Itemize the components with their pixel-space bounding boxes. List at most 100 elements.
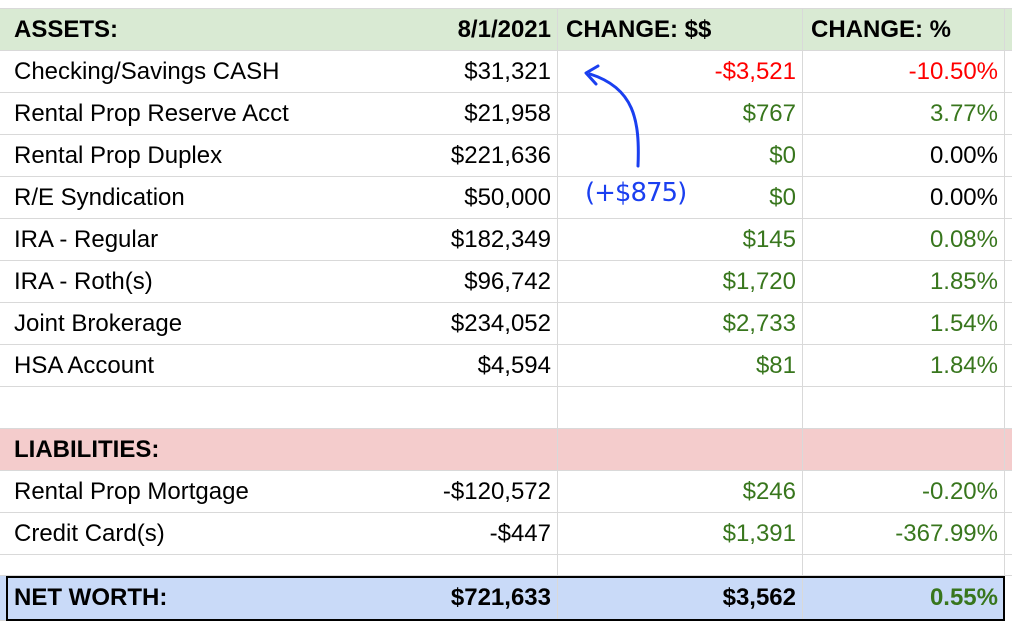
grid-edge: [1005, 93, 1012, 135]
asset-cell[interactable]: R/E Syndication $50,000: [0, 177, 558, 219]
liability-cell[interactable]: Credit Card(s) -$447: [0, 513, 558, 555]
asset-value: $182,349: [450, 225, 551, 253]
grid-edge: [1005, 9, 1012, 51]
liabilities-header-row: LIABILITIES:: [0, 429, 1012, 471]
asset-value: $221,636: [450, 141, 551, 169]
net-worth-value: $721,633: [450, 584, 551, 611]
grid-edge: [1005, 471, 1012, 513]
grid-edge: [1005, 555, 1012, 576]
handwritten-note: (+$875): [585, 178, 687, 208]
liability-pct[interactable]: -367.99%: [803, 513, 1005, 555]
asset-cell[interactable]: Checking/Savings CASH $31,321: [0, 51, 558, 93]
liability-change[interactable]: $246: [558, 471, 803, 513]
grid-edge: [1005, 303, 1012, 345]
table-row: R/E Syndication $50,000 $0 0.00%: [0, 177, 1012, 219]
empty-cell[interactable]: [0, 387, 558, 429]
grid-edge: [1005, 387, 1012, 429]
grid-edge: [1005, 177, 1012, 219]
date-header: 8/1/2021: [457, 15, 551, 43]
asset-pct[interactable]: 0.08%: [803, 219, 1005, 261]
empty-cell[interactable]: [558, 429, 803, 471]
asset-change[interactable]: $81: [558, 345, 803, 387]
asset-value: $31,321: [464, 57, 551, 85]
spacer-row: [0, 555, 1012, 576]
grid-edge: [1005, 219, 1012, 261]
asset-pct[interactable]: -10.50%: [803, 51, 1005, 93]
liability-name: Rental Prop Mortgage: [14, 477, 249, 505]
table-row: Rental Prop Mortgage -$120,572 $246 -0.2…: [0, 471, 1012, 513]
empty-cell[interactable]: [558, 555, 803, 576]
table-row: HSA Account $4,594 $81 1.84%: [0, 345, 1012, 387]
empty-cell[interactable]: [0, 555, 558, 576]
asset-value: $21,958: [464, 99, 551, 127]
grid-edge: [1005, 261, 1012, 303]
asset-name: HSA Account: [14, 351, 155, 379]
asset-pct[interactable]: 3.77%: [803, 93, 1005, 135]
empty-cell[interactable]: [558, 387, 803, 429]
net-worth-change[interactable]: $3,562: [558, 576, 803, 621]
asset-change[interactable]: $0: [558, 135, 803, 177]
asset-name: Rental Prop Duplex: [14, 141, 223, 169]
asset-change[interactable]: $145: [558, 219, 803, 261]
empty-cell[interactable]: [803, 429, 1005, 471]
liability-value: -$120,572: [442, 477, 551, 505]
net-worth-label: NET WORTH:: [14, 584, 168, 611]
liability-cell[interactable]: Rental Prop Mortgage -$120,572: [0, 471, 558, 513]
asset-change[interactable]: $767: [558, 93, 803, 135]
grid-edge: [1005, 51, 1012, 93]
table-row: Rental Prop Reserve Acct $21,958 $767 3.…: [0, 93, 1012, 135]
asset-cell[interactable]: Rental Prop Duplex $221,636: [0, 135, 558, 177]
net-worth-pct[interactable]: 0.55%: [803, 576, 1005, 621]
asset-name: R/E Syndication: [14, 183, 185, 211]
empty-row: [0, 387, 1012, 429]
grid-edge: [1005, 345, 1012, 387]
liabilities-header-cell[interactable]: LIABILITIES:: [0, 429, 558, 471]
empty-cell[interactable]: [803, 555, 1005, 576]
asset-name: IRA - Roth(s): [14, 267, 153, 295]
asset-change[interactable]: $0: [558, 177, 803, 219]
asset-cell[interactable]: IRA - Regular $182,349: [0, 219, 558, 261]
grid-edge: [1005, 135, 1012, 177]
asset-name: Rental Prop Reserve Acct: [14, 99, 289, 127]
liability-change[interactable]: $1,391: [558, 513, 803, 555]
asset-change[interactable]: $2,733: [558, 303, 803, 345]
grid-edge: [1005, 513, 1012, 555]
asset-name: Joint Brokerage: [14, 309, 183, 337]
asset-pct[interactable]: 0.00%: [803, 177, 1005, 219]
asset-cell[interactable]: IRA - Roth(s) $96,742: [0, 261, 558, 303]
asset-value: $96,742: [464, 267, 551, 295]
empty-cell[interactable]: [803, 387, 1005, 429]
asset-change[interactable]: -$3,521: [558, 51, 803, 93]
asset-cell[interactable]: HSA Account $4,594: [0, 345, 558, 387]
asset-name: IRA - Regular: [14, 225, 159, 253]
asset-cell[interactable]: Rental Prop Reserve Acct $21,958: [0, 93, 558, 135]
table-row: Rental Prop Duplex $221,636 $0 0.00%: [0, 135, 1012, 177]
table-row: Checking/Savings CASH $31,321 -$3,521 -1…: [0, 51, 1012, 93]
grid-edge: [1005, 429, 1012, 471]
asset-value: $4,594: [477, 351, 551, 379]
assets-header-label: ASSETS:: [14, 15, 119, 43]
table-row: IRA - Regular $182,349 $145 0.08%: [0, 219, 1012, 261]
table-row: IRA - Roth(s) $96,742 $1,720 1.85%: [0, 261, 1012, 303]
asset-value: $234,052: [450, 309, 551, 337]
grid-top-line: [0, 8, 1012, 9]
assets-header-row: ASSETS: 8/1/2021 CHANGE: $$ CHANGE: %: [0, 9, 1012, 51]
liability-pct[interactable]: -0.20%: [803, 471, 1005, 513]
asset-cell[interactable]: Joint Brokerage $234,052: [0, 303, 558, 345]
change-pct-header[interactable]: CHANGE: %: [803, 9, 1005, 51]
asset-pct[interactable]: 0.00%: [803, 135, 1005, 177]
asset-pct[interactable]: 1.54%: [803, 303, 1005, 345]
table-row: Credit Card(s) -$447 $1,391 -367.99%: [0, 513, 1012, 555]
liability-value: -$447: [489, 519, 551, 547]
asset-pct[interactable]: 1.85%: [803, 261, 1005, 303]
assets-header-cell[interactable]: ASSETS: 8/1/2021: [0, 9, 558, 51]
asset-pct[interactable]: 1.84%: [803, 345, 1005, 387]
net-worth-cell[interactable]: NET WORTH: $721,633: [0, 576, 558, 621]
change-dollar-header[interactable]: CHANGE: $$: [558, 9, 803, 51]
table-row: Joint Brokerage $234,052 $2,733 1.54%: [0, 303, 1012, 345]
asset-change[interactable]: $1,720: [558, 261, 803, 303]
net-worth-row: NET WORTH: $721,633 $3,562 0.55%: [0, 576, 1012, 621]
asset-name: Checking/Savings CASH: [14, 57, 280, 85]
asset-value: $50,000: [464, 183, 551, 211]
